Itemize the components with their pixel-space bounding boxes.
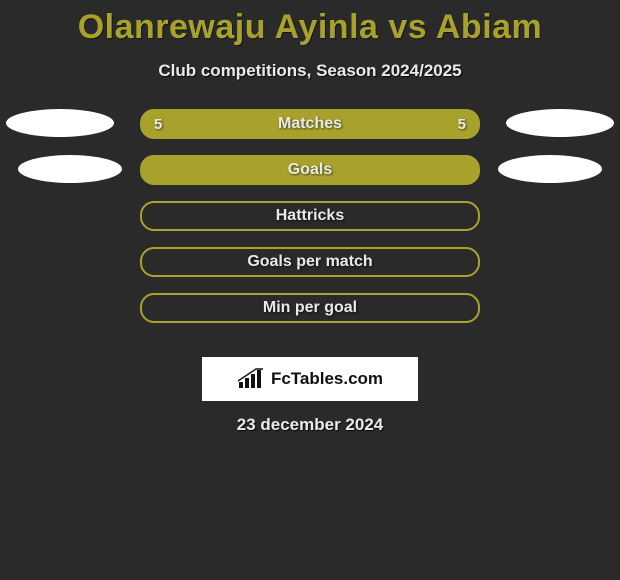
stat-bar: Goals	[140, 155, 480, 185]
stat-bar: Hattricks	[140, 201, 480, 231]
right-marker-ellipse	[506, 109, 614, 137]
stat-label: Hattricks	[276, 207, 344, 225]
stat-left-value: 5	[154, 116, 162, 133]
comparison-infographic: Olanrewaju Ayinla vs Abiam Club competit…	[0, 0, 620, 580]
page-title: Olanrewaju Ayinla vs Abiam	[0, 0, 620, 47]
attribution-text: FcTables.com	[271, 369, 383, 389]
attribution-box: FcTables.com	[202, 357, 418, 401]
stat-row-matches: 5 Matches 5	[0, 109, 620, 139]
left-marker-ellipse	[18, 155, 122, 183]
page-subtitle: Club competitions, Season 2024/2025	[0, 61, 620, 81]
bar-chart-icon	[237, 368, 265, 390]
stat-row-hattricks: Hattricks	[0, 201, 620, 231]
stat-bar: Goals per match	[140, 247, 480, 277]
left-marker-ellipse	[6, 109, 114, 137]
stat-row-goals-per-match: Goals per match	[0, 247, 620, 277]
comparison-chart: 5 Matches 5 Goals Hattricks	[0, 109, 620, 339]
right-marker-ellipse	[498, 155, 602, 183]
stat-label: Goals per match	[247, 253, 372, 271]
stat-label: Min per goal	[263, 299, 357, 317]
date-text: 23 december 2024	[0, 415, 620, 435]
stat-label: Matches	[278, 115, 342, 133]
stat-bar: 5 Matches 5	[140, 109, 480, 139]
stat-bar: Min per goal	[140, 293, 480, 323]
stat-right-value: 5	[458, 116, 466, 133]
stat-row-goals: Goals	[0, 155, 620, 185]
stat-row-min-per-goal: Min per goal	[0, 293, 620, 323]
stat-label: Goals	[288, 161, 332, 179]
